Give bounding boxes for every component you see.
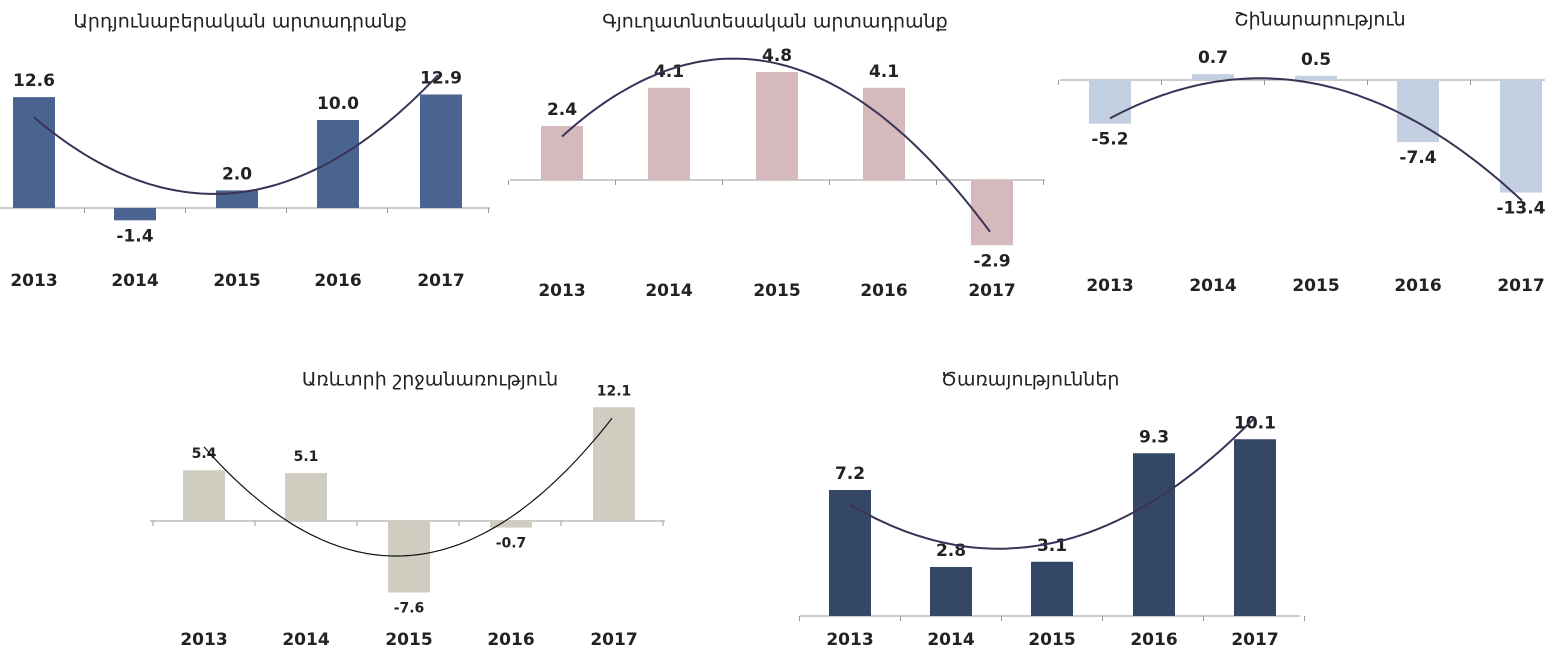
data-label: 9.3: [1139, 427, 1169, 447]
trend-curve: [203, 417, 613, 557]
x-tick-label: 2015: [213, 271, 260, 291]
data-label: -7.4: [1399, 148, 1436, 168]
bar: [863, 87, 905, 180]
data-label: -7.6: [394, 600, 425, 616]
data-label: -5.2: [1091, 130, 1128, 150]
data-label: 12.9: [420, 68, 462, 88]
data-label: -0.7: [496, 536, 527, 552]
data-label: 5.4: [192, 446, 217, 462]
data-label: -2.9: [973, 251, 1010, 271]
bar: [829, 490, 871, 616]
x-tick-label: 2016: [1130, 630, 1177, 650]
trend-curve: [33, 74, 439, 195]
bar: [1192, 74, 1234, 80]
bar: [388, 521, 430, 593]
x-tick-label: 2013: [826, 630, 873, 650]
x-tick-label: 2016: [314, 271, 361, 291]
chart-title: Շինարարություն: [1234, 9, 1405, 31]
x-tick-label: 2014: [111, 271, 158, 291]
chart-title: Գյուղատնտեսական արտադրանք: [602, 11, 947, 33]
x-tick-label: 2017: [590, 630, 637, 650]
x-tick-label: 2014: [645, 281, 692, 301]
x-tick-label: 2016: [1394, 276, 1441, 296]
x-tick-label: 2017: [1497, 276, 1544, 296]
x-tick-label: 2015: [1292, 276, 1339, 296]
bar: [756, 72, 798, 180]
bar: [490, 521, 532, 528]
data-label: 0.7: [1198, 48, 1228, 68]
bar: [971, 180, 1013, 246]
x-tick-label: 2016: [487, 630, 534, 650]
bar: [285, 473, 327, 521]
bar: [648, 87, 690, 180]
bar: [183, 470, 225, 521]
chart-title: Արդյունաբերական արտադրանք: [73, 11, 406, 33]
data-label: 4.1: [654, 62, 684, 82]
x-tick-label: 2013: [180, 630, 227, 650]
data-label: 0.5: [1301, 50, 1331, 70]
trend-curve: [1109, 77, 1523, 202]
bar: [216, 190, 258, 208]
data-label: 7.2: [835, 464, 865, 484]
x-tick-label: 2015: [385, 630, 432, 650]
x-tick-label: 2013: [538, 281, 585, 301]
bar: [930, 567, 972, 616]
bar: [1089, 80, 1131, 124]
x-tick-label: 2014: [282, 630, 329, 650]
x-tick-label: 2016: [860, 281, 907, 301]
bar: [541, 126, 583, 180]
bar: [1295, 75, 1337, 80]
bar: [1133, 453, 1175, 616]
bar: [593, 407, 635, 521]
data-label: 4.1: [869, 62, 899, 82]
x-tick-label: 2013: [1086, 276, 1133, 296]
data-label: 2.4: [547, 100, 577, 120]
data-label: 12.1: [597, 383, 632, 399]
trend-curve: [849, 417, 1255, 550]
x-tick-label: 2014: [927, 630, 974, 650]
bar: [420, 94, 462, 208]
bar: [317, 120, 359, 208]
data-label: 2.0: [222, 164, 252, 184]
x-tick-label: 2015: [753, 281, 800, 301]
data-label: -1.4: [116, 226, 153, 246]
bar: [1234, 439, 1276, 616]
data-label: 10.1: [1234, 413, 1276, 433]
data-label: 10.0: [317, 94, 359, 114]
data-label: 12.6: [13, 71, 55, 91]
x-tick-label: 2017: [417, 271, 464, 291]
bar: [13, 97, 55, 208]
chart-title: Ծառայություններ: [941, 369, 1120, 391]
trend-curve: [561, 57, 991, 233]
x-tick-label: 2017: [968, 281, 1015, 301]
bar: [1031, 561, 1073, 616]
x-tick-label: 2013: [10, 271, 57, 291]
bar: [1500, 80, 1542, 193]
bar: [1397, 80, 1439, 143]
chart-title: Առևտրի շրջանառություն: [302, 369, 558, 391]
x-tick-label: 2014: [1189, 276, 1236, 296]
bar: [114, 208, 156, 221]
data-label: -13.4: [1497, 199, 1546, 219]
x-tick-label: 2015: [1028, 630, 1075, 650]
x-tick-label: 2017: [1231, 630, 1278, 650]
data-label: 5.1: [294, 449, 319, 465]
